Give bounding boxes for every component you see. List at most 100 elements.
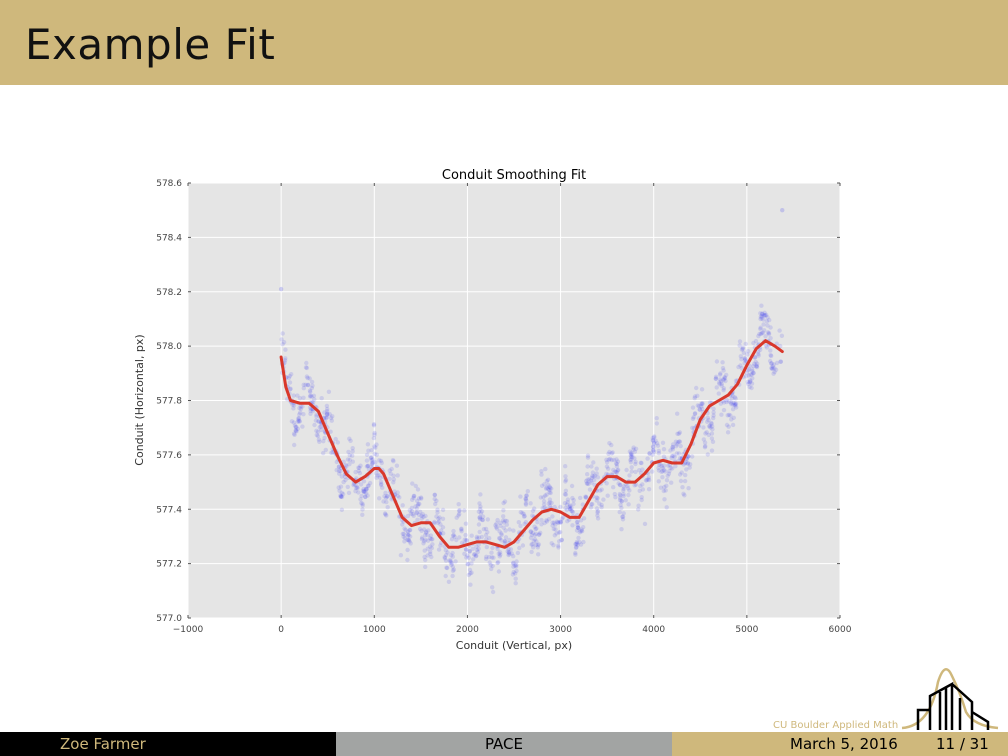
data-point	[477, 501, 482, 506]
data-point	[632, 483, 637, 488]
data-point	[506, 547, 511, 552]
data-point	[445, 550, 450, 555]
data-point	[495, 560, 500, 566]
data-point	[432, 492, 438, 498]
data-point	[589, 502, 594, 507]
data-point	[591, 474, 596, 479]
data-point	[383, 495, 389, 501]
data-point	[523, 497, 528, 502]
data-point	[294, 429, 299, 434]
data-point	[718, 377, 723, 382]
data-point	[620, 514, 625, 519]
data-point	[420, 512, 425, 517]
data-point	[296, 418, 301, 423]
data-point	[513, 581, 518, 586]
data-point	[595, 509, 601, 514]
data-point	[721, 376, 727, 382]
data-point	[490, 585, 495, 590]
y-tick-label: 578.6	[156, 179, 182, 189]
data-point	[710, 439, 716, 444]
data-point	[429, 537, 434, 542]
data-point	[507, 537, 512, 543]
data-point	[765, 330, 771, 335]
data-point	[523, 502, 529, 507]
data-point	[650, 452, 655, 457]
data-point	[531, 538, 536, 544]
data-point	[523, 501, 528, 506]
data-point	[644, 477, 649, 483]
data-point	[395, 490, 400, 495]
data-point	[607, 449, 612, 455]
data-point	[465, 553, 470, 558]
data-point	[357, 470, 363, 476]
data-point	[699, 387, 705, 392]
data-point	[300, 424, 305, 429]
data-point	[450, 554, 455, 559]
data-point	[709, 420, 714, 426]
data-point	[613, 469, 619, 475]
data-point	[670, 445, 675, 450]
data-point	[666, 471, 672, 476]
data-point	[350, 459, 355, 464]
data-point	[768, 336, 773, 341]
data-point	[550, 514, 555, 519]
data-point	[350, 446, 355, 451]
data-point	[614, 461, 620, 467]
data-point	[391, 459, 396, 464]
data-point	[544, 485, 549, 490]
data-point	[517, 545, 522, 551]
data-point	[552, 520, 557, 525]
data-point	[377, 475, 383, 481]
data-point	[381, 499, 386, 504]
data-point	[503, 518, 508, 523]
data-point	[547, 485, 553, 491]
data-point	[650, 469, 655, 474]
data-point	[449, 537, 455, 542]
data-point	[364, 487, 369, 492]
data-point	[474, 547, 480, 553]
data-point	[323, 447, 328, 453]
data-point	[765, 323, 770, 328]
data-point	[717, 380, 722, 385]
data-point	[524, 493, 529, 498]
data-point	[501, 514, 506, 519]
data-point	[740, 346, 745, 352]
data-point	[410, 512, 415, 517]
data-point	[655, 441, 660, 446]
data-point	[594, 506, 600, 511]
data-point	[423, 557, 428, 563]
data-point	[518, 510, 523, 515]
data-point	[543, 493, 548, 498]
data-point	[360, 488, 366, 494]
data-point	[487, 554, 492, 560]
data-point	[591, 460, 596, 465]
data-point	[445, 565, 450, 571]
data-point	[758, 314, 763, 319]
data-point	[686, 454, 691, 459]
data-point	[300, 404, 305, 409]
data-point	[557, 539, 562, 544]
data-point	[366, 448, 371, 453]
data-point	[438, 522, 443, 527]
data-point	[319, 396, 324, 401]
data-point	[569, 508, 574, 513]
data-point	[607, 456, 613, 462]
data-point	[340, 491, 346, 497]
data-point	[301, 386, 306, 391]
data-point	[616, 481, 621, 486]
page-number: 11 / 31	[936, 735, 989, 753]
data-point	[400, 531, 405, 536]
data-point	[428, 544, 433, 549]
data-point	[609, 442, 614, 448]
data-point	[313, 418, 319, 423]
data-point	[647, 451, 652, 456]
data-point	[588, 505, 594, 510]
data-point	[556, 520, 561, 525]
data-point	[570, 510, 576, 515]
data-point	[336, 464, 342, 469]
data-point	[573, 545, 579, 550]
x-tick-label: 2000	[456, 625, 479, 635]
data-point	[651, 445, 656, 450]
data-point	[425, 546, 430, 551]
data-point	[563, 474, 568, 479]
